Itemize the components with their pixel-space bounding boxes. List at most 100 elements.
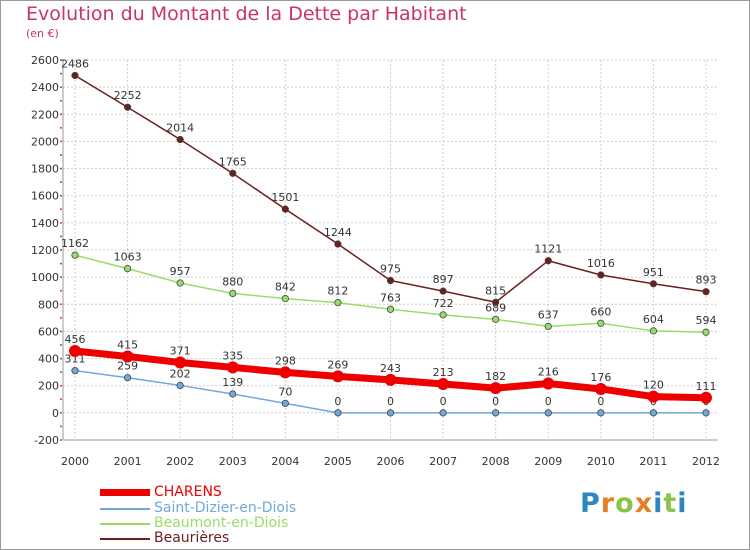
data-label: 176 — [590, 371, 611, 384]
data-label: 415 — [117, 339, 138, 352]
data-label: 763 — [380, 291, 401, 304]
legend-label-saint-dizier: Saint-Dizier-en-Diois — [154, 500, 297, 516]
data-point — [492, 315, 500, 323]
y-minor-tick — [60, 181, 62, 184]
x-tick-label: 2012 — [692, 455, 720, 468]
logo-letter: t — [663, 488, 678, 519]
data-point — [649, 280, 658, 288]
legend-label-beaurieres: Beaurières — [154, 530, 230, 546]
logo-letter: x — [634, 488, 654, 519]
data-point — [71, 71, 79, 80]
data-label: 243 — [380, 362, 401, 375]
logo-letter: i — [677, 488, 688, 519]
data-label: 880 — [222, 275, 243, 288]
logo-letter: r — [600, 488, 616, 519]
data-point — [334, 240, 342, 248]
x-tick-label: 2000 — [61, 455, 89, 468]
x-tick-label: 2003 — [219, 455, 247, 468]
data-label: 1121 — [534, 243, 562, 256]
y-minor-tick — [60, 357, 62, 360]
data-point — [702, 328, 710, 336]
y-minor-tick — [60, 113, 62, 116]
data-point — [281, 205, 289, 213]
data-label: 957 — [170, 265, 191, 278]
data-point — [384, 373, 397, 386]
data-point — [439, 409, 447, 417]
data-point — [176, 279, 184, 287]
chart-title: Evolution du Montant de la Dette par Hab… — [26, 3, 467, 25]
data-label: 1244 — [324, 226, 352, 239]
data-label: 0 — [545, 395, 552, 408]
y-tick-label: 400 — [38, 353, 59, 366]
y-minor-tick — [60, 249, 62, 251]
data-label: 0 — [387, 395, 394, 408]
y-minor-tick — [60, 194, 62, 197]
data-label: 815 — [485, 284, 506, 297]
data-point — [594, 382, 607, 395]
data-label: 660 — [590, 305, 611, 318]
data-label: 259 — [117, 360, 138, 373]
y-minor-tick — [60, 86, 62, 89]
data-label: 637 — [538, 308, 559, 321]
y-minor-tick — [60, 316, 62, 319]
x-tick-label: 2011 — [639, 455, 667, 468]
data-label: 842 — [275, 281, 296, 294]
data-point — [439, 287, 447, 295]
y-minor-tick — [60, 154, 62, 156]
data-point — [174, 356, 187, 369]
data-point — [597, 409, 605, 417]
data-label: 269 — [327, 358, 348, 371]
data-point — [334, 409, 342, 417]
y-tick-label: 0 — [52, 407, 59, 420]
y-minor-tick — [60, 59, 62, 61]
data-label: 335 — [222, 349, 243, 362]
y-minor-tick — [60, 167, 62, 170]
data-label: 893 — [696, 274, 717, 287]
y-tick-label: 1600 — [31, 190, 59, 203]
legend-swatch-charens — [100, 489, 150, 496]
data-label: 1016 — [587, 257, 615, 270]
data-point — [71, 251, 79, 259]
x-tick-label: 2005 — [324, 455, 352, 468]
data-point — [123, 374, 132, 382]
logo-letter: P — [580, 488, 601, 519]
x-tick-label: 2002 — [166, 455, 194, 468]
data-label: 722 — [433, 297, 454, 310]
legend-swatch-beaurieres — [100, 538, 150, 540]
data-label: 202 — [170, 367, 191, 380]
data-label: 298 — [275, 354, 296, 367]
y-tick-label: 2600 — [31, 54, 59, 67]
data-point — [702, 409, 710, 417]
y-tick-label: -200 — [34, 434, 59, 447]
data-point — [542, 377, 555, 390]
data-point — [597, 271, 605, 279]
y-tick-label: 1800 — [31, 163, 59, 176]
data-point — [544, 257, 552, 265]
data-point — [279, 366, 292, 379]
data-point — [229, 169, 237, 177]
logo-letter: i — [653, 488, 664, 519]
data-point — [331, 370, 344, 383]
y-tick-label: 200 — [38, 380, 59, 393]
x-tick-label: 2007 — [429, 455, 457, 468]
data-point — [437, 377, 450, 390]
data-label: 689 — [485, 301, 506, 314]
y-minor-tick — [60, 439, 62, 441]
data-label: 0 — [334, 395, 341, 408]
data-point — [281, 294, 289, 303]
y-minor-tick — [60, 344, 62, 346]
y-minor-tick — [60, 140, 62, 143]
data-label: 975 — [380, 263, 401, 276]
data-label: 951 — [643, 266, 664, 279]
data-label: 2252 — [114, 89, 142, 102]
y-minor-tick — [60, 99, 62, 102]
x-tick-label: 2001 — [114, 455, 142, 468]
data-point — [176, 135, 184, 144]
data-point — [69, 344, 81, 357]
y-tick-label: 600 — [38, 325, 59, 338]
y-tick-label: 1200 — [31, 244, 59, 257]
data-point — [334, 299, 342, 307]
data-point — [386, 409, 395, 417]
data-point — [386, 276, 395, 285]
x-tick-label: 2004 — [271, 455, 299, 468]
